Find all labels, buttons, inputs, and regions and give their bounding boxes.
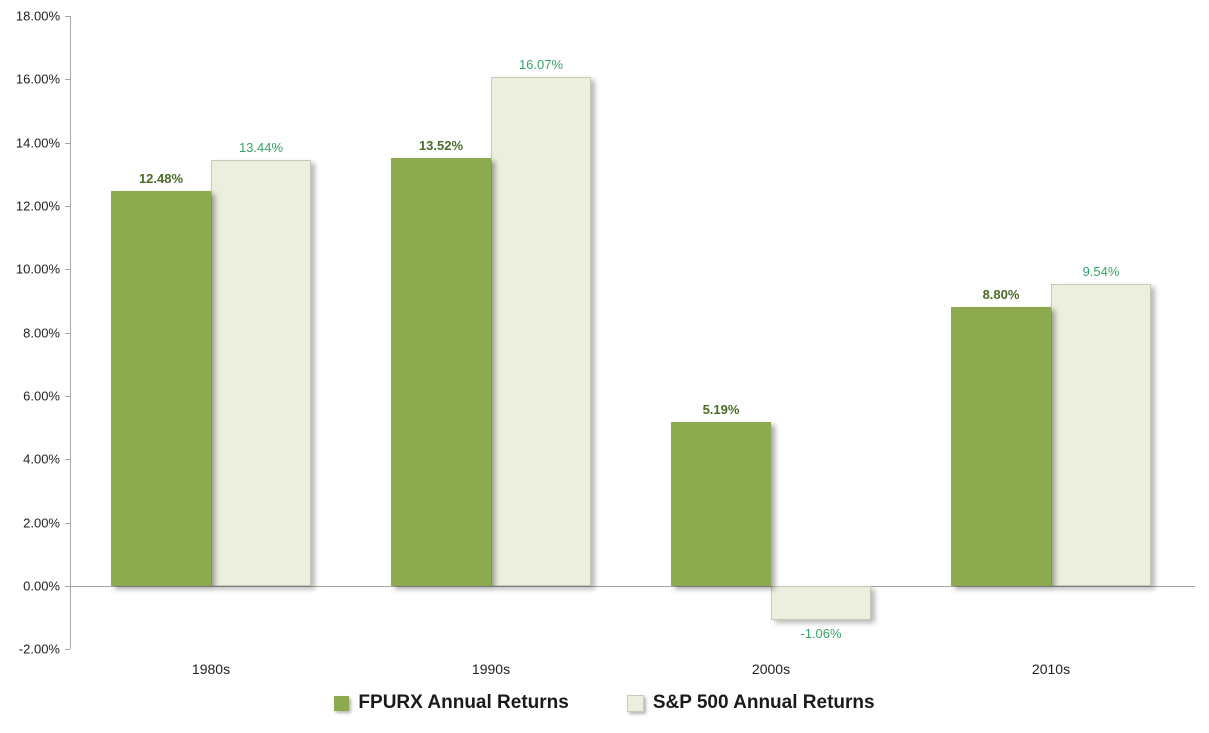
- bar-value-label: 8.80%: [982, 287, 1020, 303]
- y-tick-label: 12.00%: [15, 198, 60, 214]
- y-tick-label: 4.00%: [23, 451, 60, 467]
- bar-value-label: -1.06%: [800, 625, 842, 641]
- y-tick-label: 14.00%: [15, 135, 60, 151]
- y-tick-mark: [65, 459, 70, 461]
- bar-sp500: [491, 77, 591, 586]
- y-tick-label: 10.00%: [15, 261, 60, 277]
- bar-value-label: 16.07%: [518, 57, 564, 73]
- legend-label-sp500: S&P 500 Annual Returns: [652, 692, 875, 713]
- y-tick-mark: [65, 269, 70, 271]
- bar-sp500: [211, 160, 311, 586]
- y-tick-mark: [65, 586, 70, 587]
- y-tick-mark: [65, 79, 70, 81]
- bar-value-label: 5.19%: [702, 401, 740, 417]
- category-label: 2000s: [751, 661, 791, 677]
- y-tick-mark: [65, 206, 70, 207]
- y-tick-mark: [65, 522, 70, 524]
- bar-value-label: 13.44%: [238, 140, 284, 156]
- y-tick-mark: [65, 142, 70, 144]
- legend-item-fpurx: FPURX Annual Returns: [334, 692, 569, 714]
- bar-value-label: 13.52%: [418, 137, 464, 153]
- bar-fpurx: [951, 307, 1051, 586]
- bar-value-label: 12.48%: [138, 170, 184, 186]
- y-tick-mark: [65, 649, 70, 651]
- y-tick-label: 8.00%: [23, 325, 60, 341]
- y-tick-label: 16.00%: [15, 71, 60, 87]
- y-axis-line: [70, 16, 71, 650]
- y-tick-label: -2.00%: [18, 641, 60, 657]
- bar-fpurx: [671, 421, 771, 586]
- bar-fpurx: [111, 190, 211, 586]
- bar-fpurx: [391, 157, 491, 586]
- legend-label-fpurx: FPURX Annual Returns: [358, 692, 569, 713]
- legend-swatch-sp500: [626, 694, 644, 712]
- y-tick-label: 18.00%: [15, 8, 60, 24]
- legend-swatch-fpurx: [334, 695, 350, 711]
- y-tick-label: 0.00%: [23, 578, 60, 594]
- bar-sp500: [1051, 283, 1151, 586]
- category-label: 1990s: [471, 661, 511, 677]
- legend: FPURX Annual Returns S&P 500 Annual Retu…: [0, 692, 1209, 714]
- category-label: 1980s: [191, 661, 231, 677]
- category-label: 2010s: [1031, 661, 1071, 677]
- bar-value-label: 9.54%: [1082, 263, 1120, 279]
- bar-sp500: [771, 586, 871, 620]
- y-tick-label: 2.00%: [23, 515, 60, 531]
- y-tick-mark: [65, 396, 70, 397]
- legend-item-sp500: S&P 500 Annual Returns: [626, 692, 875, 714]
- y-tick-mark: [65, 16, 70, 17]
- zero-baseline: [70, 586, 1195, 587]
- y-tick-mark: [65, 332, 70, 334]
- y-tick-label: 6.00%: [23, 388, 60, 404]
